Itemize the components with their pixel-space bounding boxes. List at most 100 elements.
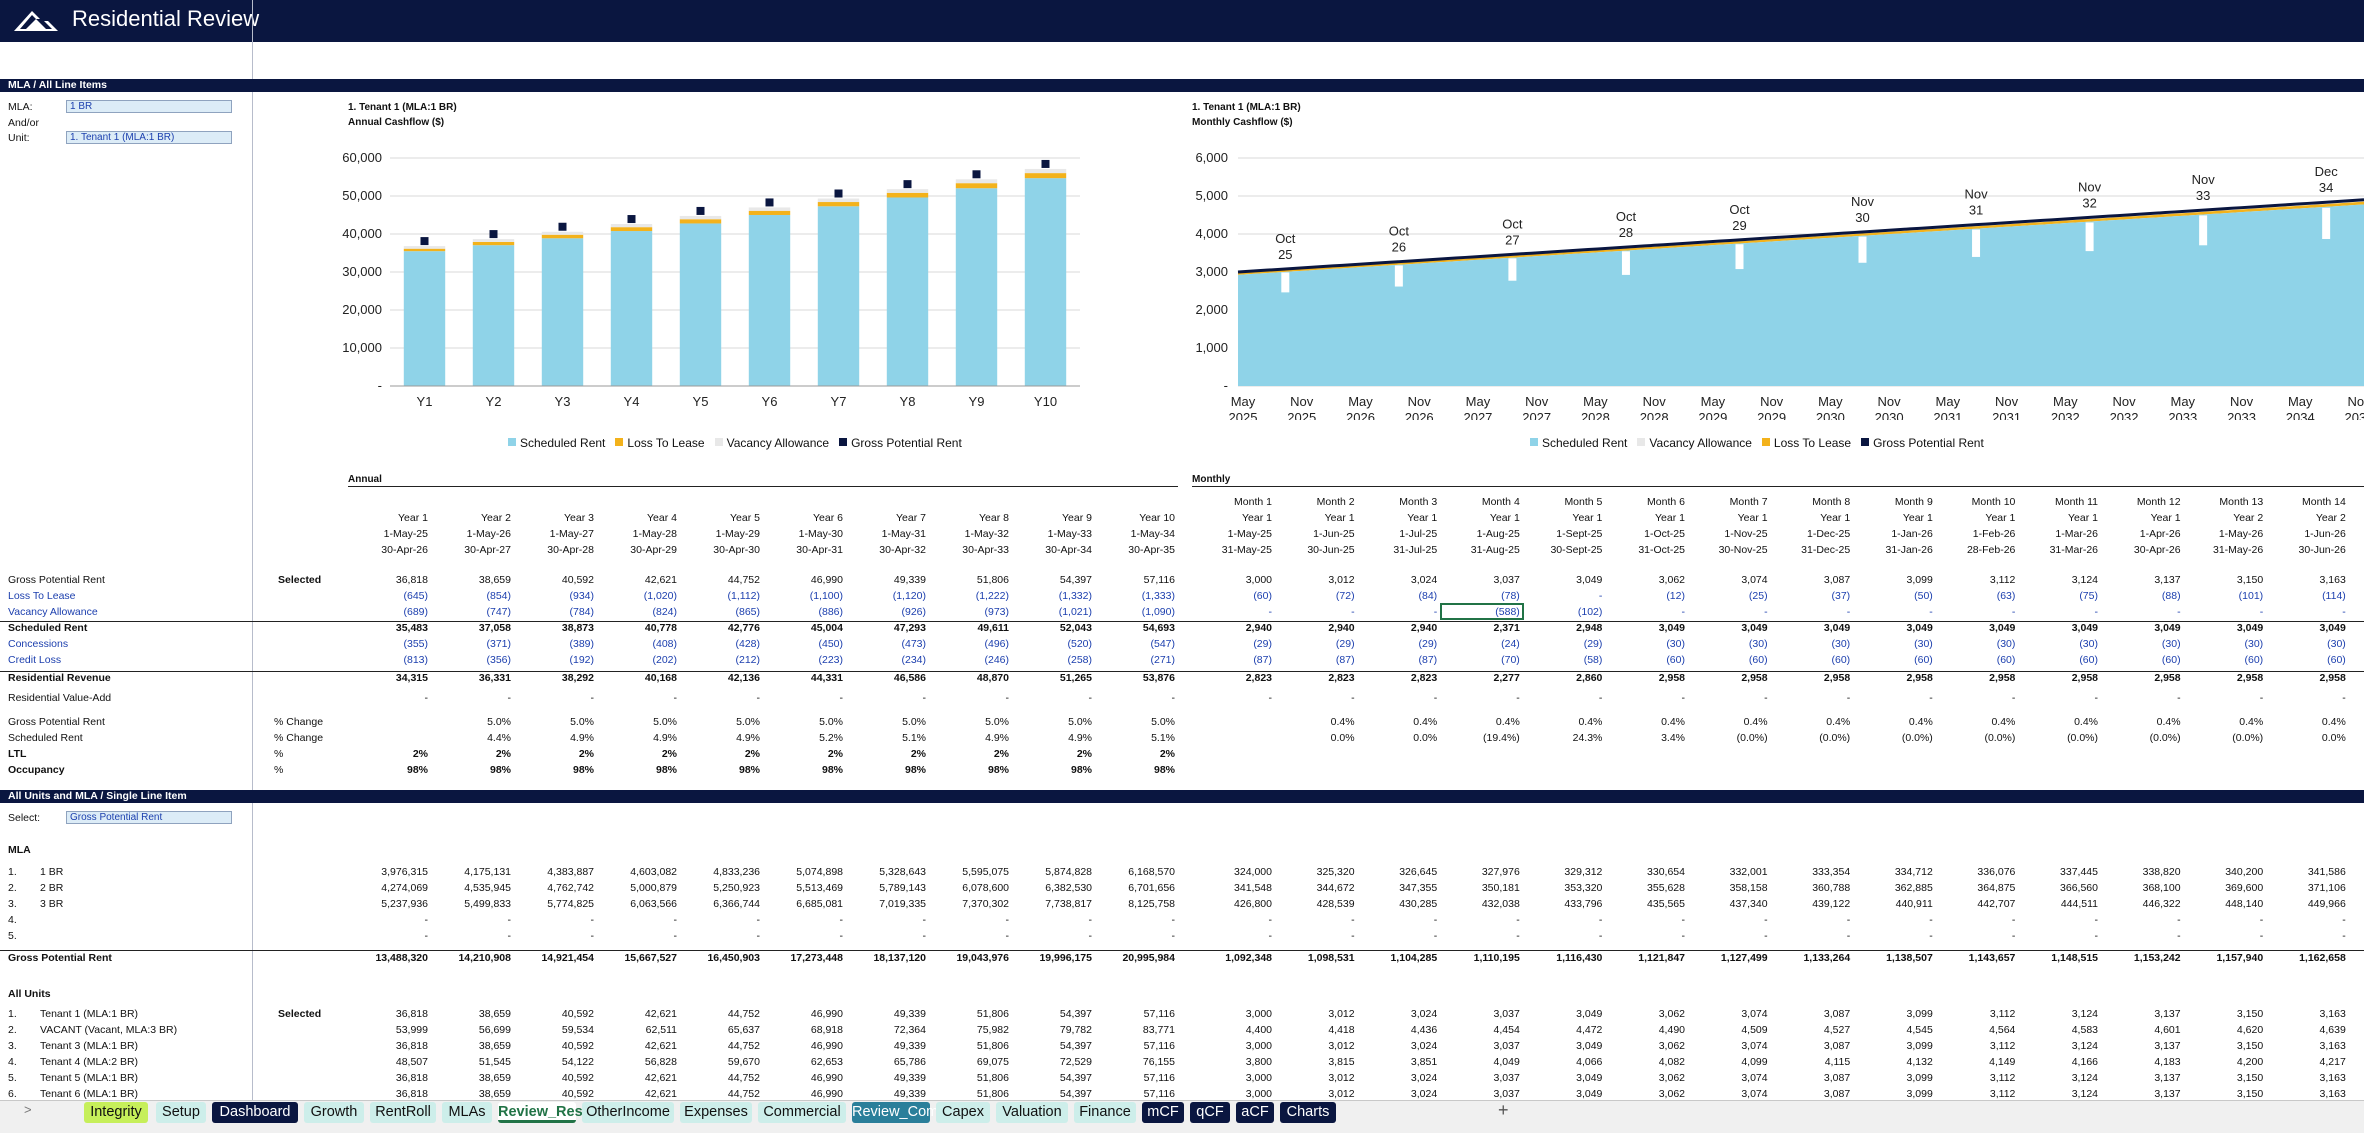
annual-stat: 2%	[910, 748, 926, 760]
unit-input[interactable]: 1. Tenant 1 (MLA:1 BR)	[66, 131, 232, 144]
annual-value: -	[424, 692, 429, 704]
annual-value: -	[590, 930, 595, 942]
bar-loss-to-lease	[1024, 173, 1067, 179]
tab-dashboard[interactable]: Dashboard	[212, 1102, 298, 1123]
annual-year-header: Year 7	[896, 512, 926, 524]
monthly-year-header: Year 1	[1324, 512, 1355, 524]
monthly-value: 444,511	[2060, 898, 2098, 910]
annual-value: -	[1088, 914, 1093, 926]
selected-flag: Selected	[278, 1008, 322, 1020]
monthly-value: 3,000	[1245, 1040, 1272, 1052]
marker-gross-potential-rent	[903, 180, 912, 189]
annotation-year: 33	[2196, 188, 2210, 203]
y-tick-label: 1,000	[1195, 340, 1228, 355]
monthly-stat: 0.4%	[1413, 716, 1438, 728]
tab-charts[interactable]: Charts	[1280, 1102, 1336, 1123]
bar-loss-to-lease	[610, 227, 653, 232]
tab-integrity[interactable]: Integrity	[84, 1102, 148, 1123]
monthly-value: 2,948	[1576, 622, 1603, 634]
annual-value: 54,122	[561, 1056, 594, 1068]
annual-value: -	[424, 914, 429, 926]
annual-value: (355)	[403, 638, 428, 650]
annual-value: 38,659	[478, 1072, 511, 1084]
monthly-year-header: Year 1	[1242, 512, 1272, 524]
monthly-value: (30)	[2161, 638, 2181, 650]
legend-item: Loss To Lease	[615, 436, 705, 450]
tab-capex[interactable]: Capex	[936, 1102, 990, 1123]
monthly-value: -	[1929, 914, 1933, 926]
tab-acf[interactable]: aCF	[1236, 1102, 1274, 1123]
annual-stat: 4.9%	[736, 732, 760, 744]
monthly-value: 3,062	[1658, 1088, 1685, 1100]
monthly-value: 3,049	[1576, 1040, 1603, 1052]
tab-qcf[interactable]: qCF	[1190, 1102, 1230, 1123]
row-label: Gross Potential Rent	[8, 574, 105, 586]
mla-row-number: 1.	[8, 866, 17, 878]
selected-flag: Selected	[278, 574, 322, 586]
annual-value: (973)	[984, 606, 1009, 618]
x-tick-year: 2034	[2286, 410, 2315, 420]
x-tick-year: 2032	[2051, 410, 2080, 420]
annual-value: 46,990	[810, 1008, 843, 1020]
monthly-value: 4,183	[2154, 1056, 2181, 1068]
bar-scheduled-rent	[472, 245, 515, 386]
tab-otherincome[interactable]: OtherIncome	[582, 1102, 674, 1123]
monthly-value: 3,049	[2071, 622, 2098, 634]
unit-row-number: 5.	[8, 1072, 17, 1084]
annual-value: 42,776	[727, 622, 760, 634]
tab-review-res[interactable]: Review_Res	[498, 1102, 583, 1123]
monthly-stat: 0.4%	[2239, 716, 2264, 728]
tab-rentroll[interactable]: RentRoll	[370, 1102, 436, 1123]
annual-value: 51,545	[478, 1056, 511, 1068]
tab-scroll-left[interactable]: >	[24, 1102, 32, 1117]
monthly-month-header: Month 9	[1894, 496, 1933, 508]
monthly-value: (60)	[1831, 654, 1851, 666]
x-tick-month: May	[1466, 394, 1491, 409]
tab-valuation[interactable]: Valuation	[996, 1102, 1068, 1123]
total-rule	[0, 671, 2364, 672]
annual-value: 46,586	[893, 672, 926, 684]
add-sheet-button[interactable]: +	[1498, 1100, 1509, 1120]
tab-commercial[interactable]: Commercial	[758, 1102, 846, 1123]
line-item-select[interactable]: Gross Potential Rent	[66, 811, 232, 824]
select-label: Select:	[8, 812, 41, 824]
bar-vacancy-allowance	[1024, 168, 1067, 174]
annual-end-date: 30-Apr-28	[547, 544, 594, 556]
tab-mlas[interactable]: MLAs	[442, 1102, 492, 1123]
annual-value: 65,786	[893, 1056, 926, 1068]
annual-value: 42,136	[727, 672, 760, 684]
monthly-month-header: Month 13	[2219, 496, 2264, 508]
monthly-value: -	[2094, 692, 2099, 704]
row-label: Credit Loss	[8, 654, 62, 666]
monthly-value: 3,062	[1658, 574, 1685, 586]
monthly-stat: 0.0%	[1330, 732, 1355, 744]
monthly-value: 3,163	[2319, 574, 2346, 586]
monthly-value: 4,066	[1576, 1056, 1603, 1068]
tab-setup[interactable]: Setup	[156, 1102, 206, 1123]
annual-stat: 98%	[572, 764, 594, 776]
tab-mcf[interactable]: mCF	[1142, 1102, 1184, 1123]
annual-value: 75,982	[976, 1024, 1009, 1036]
vacancy-gap	[2199, 215, 2208, 246]
monthly-stat: (0.0%)	[1819, 732, 1851, 744]
annual-stat: 4.4%	[487, 732, 511, 744]
mla-input[interactable]: 1 BR	[66, 100, 232, 113]
monthly-value: 4,099	[1741, 1056, 1768, 1068]
legend-swatch	[839, 438, 848, 446]
monthly-value: (101)	[2238, 590, 2264, 602]
legend-swatch	[1530, 438, 1538, 446]
monthly-value: (25)	[1748, 590, 1768, 602]
selected-cell[interactable]	[1440, 603, 1524, 620]
tab-review-com[interactable]: Review_Com	[852, 1102, 938, 1123]
annual-value: 7,738,817	[1045, 898, 1092, 910]
monthly-value: 4,200	[2236, 1056, 2264, 1068]
annual-total: 19,996,175	[1039, 952, 1092, 964]
tab-finance[interactable]: Finance	[1074, 1102, 1136, 1123]
app-header	[0, 0, 2364, 42]
monthly-value: 3,037	[1493, 574, 1520, 586]
annotation-month: Nov	[2192, 172, 2216, 187]
tab-expenses[interactable]: Expenses	[680, 1102, 752, 1123]
monthly-value: -	[1351, 692, 1355, 704]
stat-unit: %	[274, 748, 284, 760]
tab-growth[interactable]: Growth	[304, 1102, 364, 1123]
